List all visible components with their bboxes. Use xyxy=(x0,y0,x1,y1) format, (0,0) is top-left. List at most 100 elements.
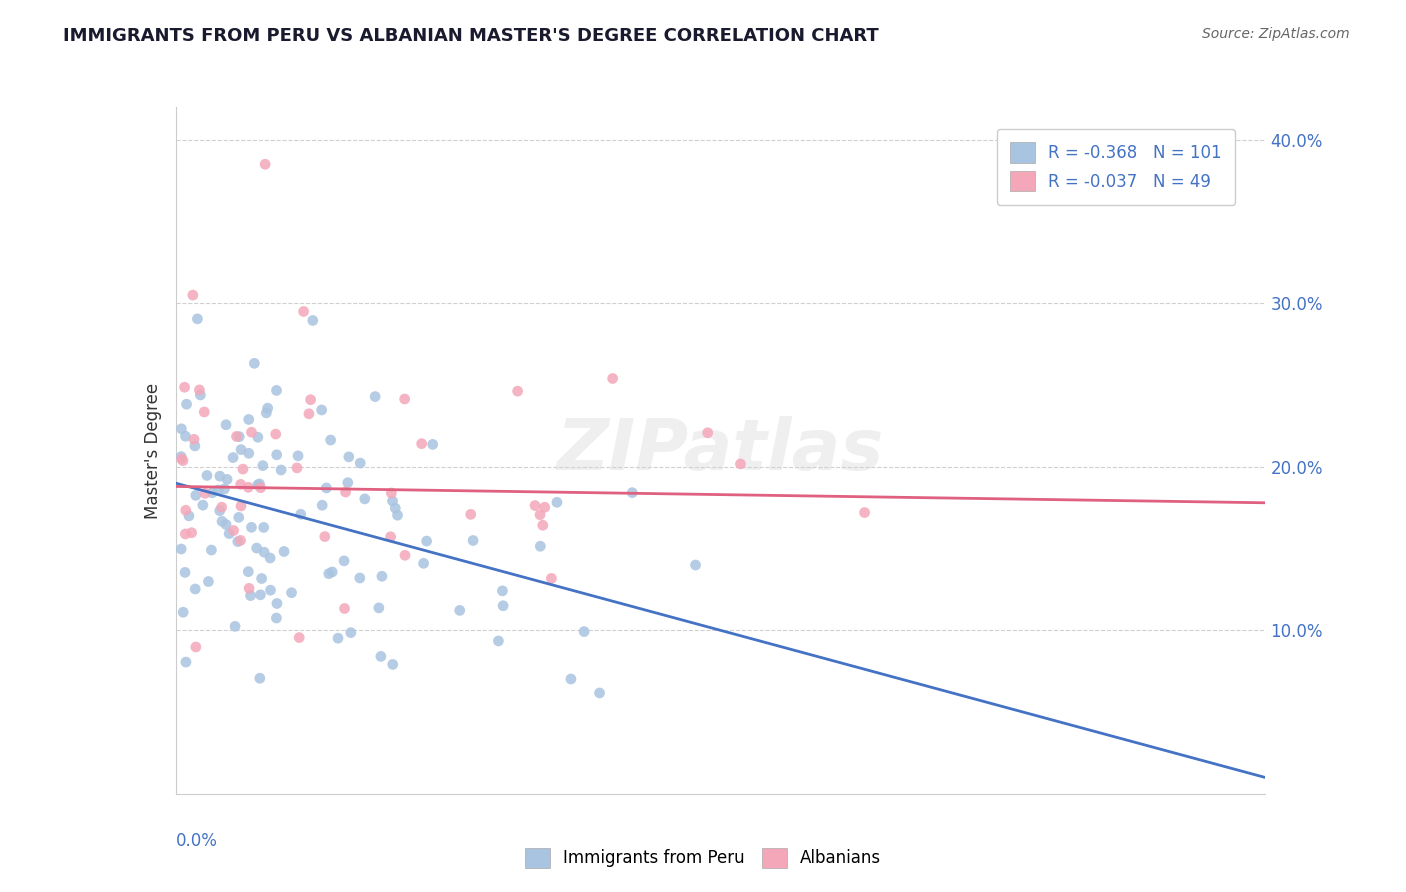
Immigrants from Peru xyxy=(461,533,484,548)
Immigrants from Peru xyxy=(174,566,197,580)
Albanians xyxy=(411,436,433,450)
Immigrants from Peru xyxy=(311,403,333,417)
Albanians xyxy=(225,429,247,443)
Immigrants from Peru xyxy=(326,631,349,645)
Immigrants from Peru xyxy=(176,397,198,411)
Albanians xyxy=(288,631,311,645)
Immigrants from Peru xyxy=(270,463,292,477)
Immigrants from Peru xyxy=(172,605,194,619)
Albanians xyxy=(232,462,254,476)
Immigrants from Peru xyxy=(201,485,224,500)
Immigrants from Peru xyxy=(250,572,273,586)
Immigrants from Peru xyxy=(174,655,197,669)
Immigrants from Peru xyxy=(208,504,231,518)
Immigrants from Peru xyxy=(226,534,249,549)
Immigrants from Peru xyxy=(259,583,281,598)
Immigrants from Peru xyxy=(217,472,239,486)
Albanians xyxy=(181,288,204,302)
Immigrants from Peru xyxy=(228,430,250,444)
Immigrants from Peru xyxy=(174,429,197,443)
Immigrants from Peru xyxy=(214,482,236,496)
Immigrants from Peru xyxy=(200,543,222,558)
Immigrants from Peru xyxy=(621,485,644,500)
Immigrants from Peru xyxy=(218,526,240,541)
Albanians xyxy=(460,508,482,522)
Albanians xyxy=(380,486,402,500)
Albanians xyxy=(529,508,551,522)
Albanians xyxy=(394,392,416,406)
Albanians xyxy=(170,452,193,467)
Albanians xyxy=(394,549,416,563)
Albanians xyxy=(188,383,211,397)
Immigrants from Peru xyxy=(340,625,363,640)
Immigrants from Peru xyxy=(184,582,207,596)
Albanians xyxy=(506,384,529,399)
Immigrants from Peru xyxy=(224,619,246,633)
Text: 0.0%: 0.0% xyxy=(176,831,218,850)
Immigrants from Peru xyxy=(384,501,406,516)
Immigrants from Peru xyxy=(449,603,471,617)
Immigrants from Peru xyxy=(215,517,238,532)
Immigrants from Peru xyxy=(311,498,333,512)
Text: Source: ZipAtlas.com: Source: ZipAtlas.com xyxy=(1202,27,1350,41)
Text: ZIPatlas: ZIPatlas xyxy=(557,416,884,485)
Albanians xyxy=(180,525,202,540)
Legend: Immigrants from Peru, Albanians: Immigrants from Peru, Albanians xyxy=(519,841,887,875)
Immigrants from Peru xyxy=(239,589,262,603)
Albanians xyxy=(211,500,233,515)
Immigrants from Peru xyxy=(243,356,266,370)
Immigrants from Peru xyxy=(381,657,404,672)
Immigrants from Peru xyxy=(349,456,371,470)
Immigrants from Peru xyxy=(529,539,551,553)
Immigrants from Peru xyxy=(238,446,260,460)
Immigrants from Peru xyxy=(415,534,437,549)
Albanians xyxy=(298,407,321,421)
Albanians xyxy=(730,457,752,471)
Immigrants from Peru xyxy=(253,545,276,559)
Immigrants from Peru xyxy=(315,481,337,495)
Immigrants from Peru xyxy=(349,571,371,585)
Albanians xyxy=(238,582,260,596)
Immigrants from Peru xyxy=(249,588,271,602)
Immigrants from Peru xyxy=(259,551,281,566)
Albanians xyxy=(335,485,357,500)
Immigrants from Peru xyxy=(301,313,323,327)
Albanians xyxy=(193,405,215,419)
Albanians xyxy=(380,530,402,544)
Immigrants from Peru xyxy=(240,520,263,534)
Immigrants from Peru xyxy=(370,649,392,664)
Albanians xyxy=(540,571,562,585)
Immigrants from Peru xyxy=(238,412,260,426)
Immigrants from Peru xyxy=(321,565,343,579)
Albanians xyxy=(183,433,205,447)
Immigrants from Peru xyxy=(266,448,288,462)
Immigrants from Peru xyxy=(412,557,434,571)
Albanians xyxy=(285,461,308,475)
Immigrants from Peru xyxy=(333,554,356,568)
Immigrants from Peru xyxy=(337,450,360,464)
Immigrants from Peru xyxy=(190,388,212,402)
Albanians xyxy=(531,518,554,533)
Albanians xyxy=(533,500,555,515)
Immigrants from Peru xyxy=(387,508,409,523)
Immigrants from Peru xyxy=(572,624,595,639)
Immigrants from Peru xyxy=(184,439,207,453)
Text: IMMIGRANTS FROM PERU VS ALBANIAN MASTER'S DEGREE CORRELATION CHART: IMMIGRANTS FROM PERU VS ALBANIAN MASTER'… xyxy=(63,27,879,45)
Albanians xyxy=(314,530,336,544)
Immigrants from Peru xyxy=(191,498,214,512)
Immigrants from Peru xyxy=(290,508,312,522)
Immigrants from Peru xyxy=(238,565,260,579)
Y-axis label: Master's Degree: Master's Degree xyxy=(143,383,162,518)
Albanians xyxy=(173,380,195,394)
Immigrants from Peru xyxy=(491,583,513,598)
Immigrants from Peru xyxy=(253,520,276,534)
Immigrants from Peru xyxy=(353,491,375,506)
Albanians xyxy=(174,503,197,517)
Immigrants from Peru xyxy=(222,450,245,465)
Albanians xyxy=(174,527,197,541)
Immigrants from Peru xyxy=(195,468,218,483)
Immigrants from Peru xyxy=(381,494,404,508)
Immigrants from Peru xyxy=(184,488,207,502)
Immigrants from Peru xyxy=(249,671,271,685)
Immigrants from Peru xyxy=(170,422,193,436)
